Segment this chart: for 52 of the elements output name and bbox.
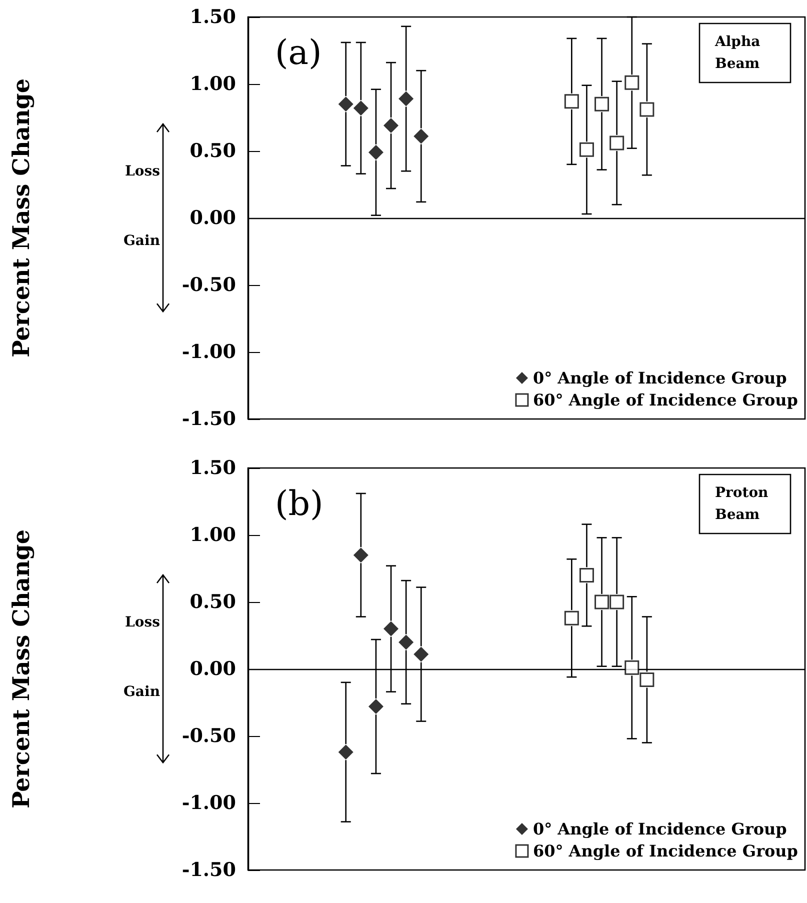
text: Loss — [125, 163, 160, 180]
text: Loss — [125, 614, 160, 630]
point — [594, 594, 610, 610]
y-tick-label: -0.50 — [182, 274, 236, 296]
y-axis-title: Percent Mass Change — [8, 529, 35, 809]
point — [398, 91, 414, 106]
y-tick-label: -1.50 — [182, 859, 236, 881]
text: Proton Beam — [715, 485, 774, 523]
point — [338, 96, 354, 112]
y-tick-label: 0.50 — [190, 591, 236, 613]
legend-label: 0° Angle of Incidence Group — [532, 368, 787, 388]
point — [579, 142, 594, 157]
point — [594, 96, 610, 112]
point — [624, 75, 640, 90]
y-tick-label: -1.50 — [182, 408, 236, 430]
point — [610, 136, 624, 150]
y-tick-label: -1.00 — [182, 341, 236, 363]
text: Gain — [123, 684, 160, 700]
point — [610, 594, 624, 610]
text: Gain — [123, 233, 160, 250]
legend-label: 0° Angle of Incidence Group — [532, 820, 787, 838]
y-tick-label: 1.00 — [190, 524, 236, 546]
point — [579, 568, 594, 582]
y-axis-title: Percent Mass Change — [8, 78, 35, 358]
text: (a) — [275, 33, 322, 73]
y-tick-label: 0.00 — [190, 658, 236, 680]
legend-label: 60° Angle of Incidence Group — [532, 842, 798, 860]
text: (b) — [275, 484, 324, 524]
point — [640, 102, 654, 117]
point — [624, 660, 640, 675]
y-tick-label: 0.00 — [190, 207, 236, 229]
y-tick-label: 1.50 — [190, 6, 236, 28]
y-tick-label: 1.00 — [190, 73, 236, 95]
point — [384, 621, 399, 636]
y-tick-label: 1.50 — [190, 457, 236, 479]
point — [368, 144, 384, 160]
point — [353, 100, 368, 116]
point — [338, 744, 354, 760]
y-tick-label: 0.50 — [190, 140, 236, 162]
point — [398, 634, 414, 650]
point — [414, 128, 429, 144]
y-tick-label: -0.50 — [182, 725, 236, 747]
legend-label: 60° Angle of Incidence Group — [532, 390, 798, 410]
point — [368, 699, 384, 714]
point — [564, 94, 579, 109]
point — [353, 548, 368, 563]
point — [384, 118, 399, 134]
point — [564, 610, 579, 626]
text: Alpha Beam — [714, 34, 766, 72]
point — [414, 646, 429, 662]
y-tick-label: -1.00 — [182, 792, 236, 814]
point — [640, 672, 654, 687]
